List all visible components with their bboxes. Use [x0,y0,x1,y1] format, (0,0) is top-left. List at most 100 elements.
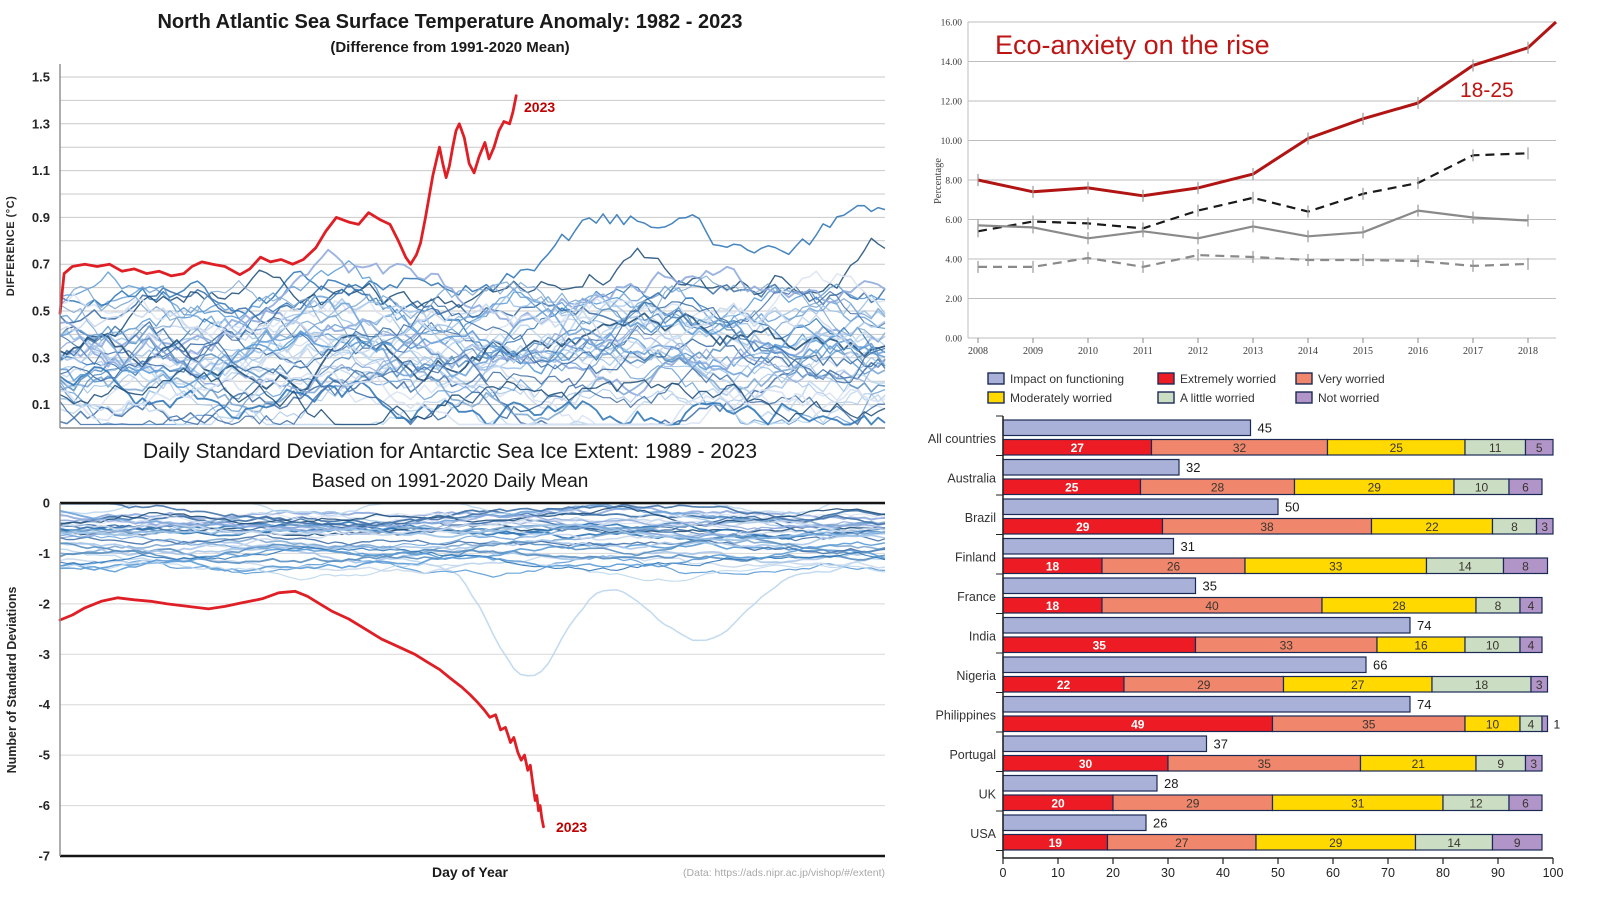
segment-value-label: 19 [1049,836,1063,850]
impact-value-label: 45 [1258,421,1272,436]
year-line [59,281,886,357]
y-tick-label: 12.00 [941,98,963,108]
segment-value-label: 25 [1390,441,1404,455]
year-line [59,366,886,426]
segment-value-label: 29 [1076,520,1090,534]
eco-anxiety-axis: 0.00 2.00 4.00 6.00 8.00 10.00 12.00 14.00 16.00… [941,19,1538,358]
year-line [59,302,886,354]
country-label: India [969,630,996,644]
segment-value-label: 10 [1486,639,1500,653]
segment-value-label: 10 [1486,718,1500,732]
sst-y-axis-title: DIFFERENCE (°C) [5,196,17,297]
worry-segment [1535,517,1554,535]
eco-anxiety-18-25-annotation: 18-25 [1460,79,1514,102]
impact-value-label: 28 [1164,776,1178,791]
segment-value-label: 4 [1528,599,1535,613]
segment-value-label: 40 [1205,599,1219,613]
segment-value-label: 38 [1260,520,1274,534]
year-line [59,270,886,342]
worry-segment [1508,478,1543,496]
y-tick-label: 0.1 [32,397,50,412]
segment-value-label: 18 [1475,678,1489,692]
segment-value-label: 21 [1412,757,1426,771]
x-tick-label: 30 [1161,866,1175,880]
legend-label: Moderately worried [1010,391,1112,405]
eco-anxiety-series-lines [977,20,1558,273]
legend-swatch [1295,391,1313,404]
impact-bar [1002,656,1367,674]
year-line [59,541,886,573]
x-tick-label: 2011 [1133,346,1153,357]
segment-value-label: 49 [1131,718,1145,732]
antarctic-blue-year-lines [59,502,886,677]
segment-value-label: 12 [1469,797,1483,811]
year-line [59,370,886,426]
eco-anxiety-y-axis-title: Percentage [933,158,944,204]
legend-label: Extremely worried [1180,372,1276,386]
sst-2023-annotation: 2023 [524,99,555,115]
segment-value-label: 9 [1514,836,1521,850]
segment-value-label: 3 [1541,520,1548,534]
worry-segment [1502,557,1549,575]
sst-chart-subtitle: (Difference from 1991-2020 Mean) [330,39,569,56]
line-2023 [58,94,518,315]
x-tick-label: 2014 [1298,346,1318,357]
impact-value-label: 50 [1285,500,1299,515]
year-line [59,348,886,422]
year-line [59,509,886,525]
segment-value-label: 6 [1522,481,1529,495]
segment-value-label: 11 [1489,441,1502,455]
legend-swatch [1295,372,1313,385]
year-line [59,358,886,426]
eco-anxiety-title: Eco-anxiety on the rise [995,30,1270,60]
segment-value-label: 28 [1211,481,1225,495]
antarctic-y-axis-title: Number of Standard Deviations [5,587,19,774]
y-tick-label: 1.3 [32,116,50,131]
y-tick-label: 8.00 [945,177,962,187]
worry-segment [1519,596,1543,614]
impact-bar [1002,537,1175,555]
sst-blue-year-lines [59,204,886,426]
y-tick-label: 0.9 [32,210,50,225]
y-tick-label: 0.3 [32,350,50,365]
impact-value-label: 37 [1214,737,1228,752]
year-line [59,309,886,416]
year-line [59,545,886,572]
sst-axis: 0.1 0.3 0.5 0.7 0.9 1.1 1.3 1.5 [32,64,885,429]
country-label: Australia [947,472,996,486]
series-line [977,20,1558,198]
year-line [59,298,886,384]
x-tick-label: 2010 [1078,346,1098,357]
x-tick-label: 2012 [1188,346,1208,357]
y-tick-label: -4 [38,697,50,712]
segment-value-label: 8 [1522,560,1529,574]
x-tick-label: 2015 [1353,346,1373,357]
x-tick-label: 60 [1326,866,1340,880]
y-tick-label: -5 [38,748,50,763]
x-tick-label: 2017 [1463,346,1483,357]
worry-segment [1519,636,1543,654]
year-line [59,534,886,555]
year-line [59,367,886,426]
antarctic-gridlines [60,552,885,807]
impact-value-label: 32 [1186,460,1200,475]
y-tick-label: -3 [38,647,50,662]
segment-value-label: 18 [1046,560,1060,574]
country-label: Philippines [936,709,996,723]
segment-value-label: 32 [1233,441,1247,455]
impact-bar [1002,695,1411,713]
antarctic-data-attribution: (Data: https://ads.nipr.ac.jp/vishop/#/e… [683,867,885,879]
line-2023 [58,589,545,829]
year-line [59,260,886,335]
segment-value-label: 16 [1414,639,1428,653]
year-line [59,285,886,365]
x-tick-label: 50 [1271,866,1285,880]
worry-segment [1491,833,1543,851]
x-tick-label: 0 [1000,866,1007,880]
worry-bar-legend: Impact on functioning Extremely worried Ve… [987,372,1385,405]
year-line [59,509,886,540]
y-tick-label: -1 [38,546,50,561]
country-label: All countries [928,432,996,446]
segment-value-label: 14 [1458,560,1472,574]
